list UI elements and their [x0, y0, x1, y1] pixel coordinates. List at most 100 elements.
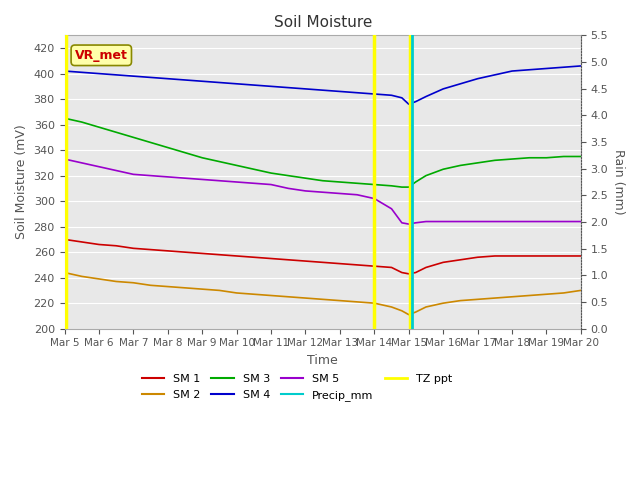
- Y-axis label: Soil Moisture (mV): Soil Moisture (mV): [15, 125, 28, 240]
- SM 1: [78, 239, 86, 245]
- SM 1: [474, 254, 481, 260]
- SM 3: [422, 173, 430, 179]
- SM 2: [336, 298, 344, 303]
- SM 1: [284, 257, 292, 263]
- SM 4: [371, 91, 378, 97]
- SM 5: [164, 174, 172, 180]
- SM 5: [405, 221, 413, 227]
- SM 3: [113, 130, 120, 135]
- SM 1: [301, 258, 309, 264]
- SM 1: [61, 237, 68, 242]
- SM 1: [508, 253, 516, 259]
- SM 4: [543, 66, 550, 72]
- SM 4: [353, 90, 361, 96]
- SM 3: [78, 119, 86, 125]
- SM 2: [284, 294, 292, 300]
- SM 3: [301, 175, 309, 181]
- SM 4: [147, 74, 154, 80]
- SM 3: [388, 183, 396, 189]
- Line: SM 4: SM 4: [65, 66, 581, 104]
- SM 1: [491, 253, 499, 259]
- SM 2: [439, 300, 447, 306]
- SM 3: [439, 167, 447, 172]
- Line: SM 1: SM 1: [65, 240, 581, 274]
- SM 4: [422, 94, 430, 99]
- SM 1: [525, 253, 533, 259]
- SM 4: [301, 86, 309, 92]
- X-axis label: Time: Time: [307, 354, 338, 367]
- SM 2: [95, 276, 103, 282]
- SM 3: [147, 140, 154, 145]
- SM 5: [284, 185, 292, 191]
- SM 3: [129, 134, 137, 140]
- SM 1: [543, 253, 550, 259]
- SM 2: [508, 294, 516, 300]
- SM 2: [353, 299, 361, 305]
- SM 4: [319, 87, 326, 93]
- SM 5: [525, 219, 533, 225]
- SM 3: [405, 184, 413, 190]
- SM 2: [491, 295, 499, 301]
- SM 5: [353, 192, 361, 198]
- SM 1: [250, 254, 258, 260]
- SM 3: [336, 179, 344, 185]
- SM 2: [268, 293, 275, 299]
- SM 3: [398, 184, 406, 190]
- SM 4: [525, 67, 533, 72]
- SM 5: [491, 219, 499, 225]
- SM 3: [284, 173, 292, 179]
- SM 5: [61, 156, 68, 162]
- SM 2: [388, 304, 396, 310]
- Line: SM 2: SM 2: [65, 273, 581, 314]
- SM 5: [129, 171, 137, 177]
- SM 1: [95, 241, 103, 247]
- SM 5: [456, 219, 464, 225]
- SM 2: [129, 280, 137, 286]
- SM 1: [181, 249, 189, 255]
- SM 4: [456, 81, 464, 87]
- SM 3: [216, 159, 223, 165]
- SM 3: [95, 124, 103, 130]
- SM 1: [398, 270, 406, 276]
- SM 2: [398, 308, 406, 314]
- SM 1: [147, 247, 154, 252]
- SM 4: [405, 101, 413, 107]
- SM 4: [250, 82, 258, 88]
- SM 4: [129, 73, 137, 79]
- SM 3: [250, 167, 258, 172]
- Line: SM 3: SM 3: [65, 118, 581, 187]
- SM 4: [388, 92, 396, 98]
- SM 5: [474, 219, 481, 225]
- SM 2: [577, 288, 585, 293]
- SM 3: [61, 115, 68, 121]
- SM 1: [371, 264, 378, 269]
- SM 5: [412, 220, 419, 226]
- SM 2: [113, 278, 120, 284]
- SM 4: [474, 76, 481, 82]
- SM 4: [233, 81, 241, 87]
- SM 5: [319, 189, 326, 195]
- SM 2: [301, 295, 309, 301]
- SM 3: [525, 155, 533, 161]
- SM 2: [412, 309, 419, 315]
- SM 4: [198, 78, 206, 84]
- SM 1: [268, 256, 275, 262]
- SM 3: [268, 170, 275, 176]
- SM 2: [474, 297, 481, 302]
- SM 1: [412, 270, 419, 276]
- Y-axis label: Rain (mm): Rain (mm): [612, 149, 625, 215]
- SM 1: [129, 245, 137, 251]
- SM 1: [319, 260, 326, 265]
- SM 5: [216, 178, 223, 184]
- SM 1: [113, 243, 120, 249]
- SM 5: [95, 164, 103, 169]
- SM 5: [398, 220, 406, 226]
- SM 5: [78, 160, 86, 166]
- SM 3: [543, 155, 550, 161]
- SM 4: [164, 76, 172, 82]
- SM 2: [198, 286, 206, 292]
- SM 2: [456, 298, 464, 303]
- SM 5: [336, 191, 344, 196]
- SM 3: [412, 179, 419, 185]
- SM 3: [560, 154, 568, 159]
